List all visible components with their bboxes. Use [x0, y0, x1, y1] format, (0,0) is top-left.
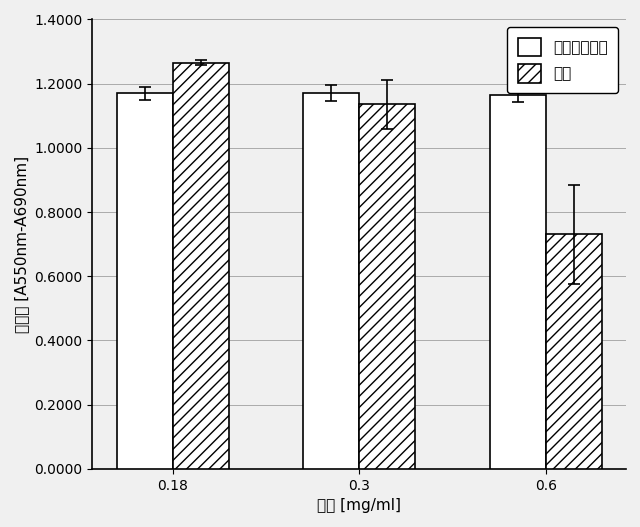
Bar: [116, 93, 173, 469]
Bar: [490, 95, 546, 469]
Y-axis label: 吸光度 [A550nm-A690nm]: 吸光度 [A550nm-A690nm]: [14, 155, 29, 333]
Bar: [173, 63, 228, 469]
Bar: [359, 104, 415, 469]
Bar: [303, 93, 359, 469]
X-axis label: 濃度 [mg/ml]: 濃度 [mg/ml]: [317, 498, 401, 513]
Bar: [546, 235, 602, 469]
Legend: コントロール, タケ: コントロール, タケ: [507, 27, 618, 93]
